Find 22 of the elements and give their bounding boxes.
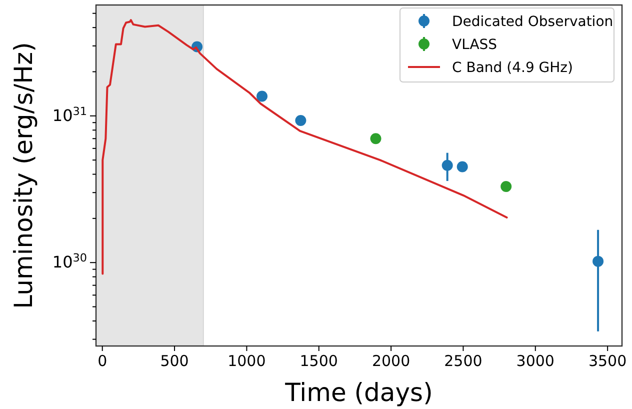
point xyxy=(442,160,453,171)
legend-label: VLASS xyxy=(452,37,498,53)
point xyxy=(592,256,604,267)
y-tick-label: 10$^{31}$ xyxy=(52,104,87,125)
x-tick-label: 0 xyxy=(98,352,108,370)
legend-label: C Band (4.9 GHz) xyxy=(452,60,573,76)
point xyxy=(500,181,512,192)
x-tick-label: 1000 xyxy=(228,352,266,370)
x-tick-label: 3000 xyxy=(516,352,554,370)
point xyxy=(370,133,382,144)
legend-label: Dedicated Observation xyxy=(452,14,614,30)
x-tick-label: 500 xyxy=(160,352,189,370)
y-axis-title: Luminosity (erg/s/Hz) xyxy=(9,42,38,309)
x-axis-title: Time (days) xyxy=(284,378,433,407)
x-tick-label: 2500 xyxy=(444,352,482,370)
x-tick-label: 2000 xyxy=(372,352,410,370)
point xyxy=(456,161,468,172)
point xyxy=(295,115,306,126)
y-tick-label: 10$^{30}$ xyxy=(52,251,87,272)
x-tick-label: 3500 xyxy=(588,352,627,370)
x-tick-label: 1500 xyxy=(300,352,338,370)
point xyxy=(256,90,268,102)
